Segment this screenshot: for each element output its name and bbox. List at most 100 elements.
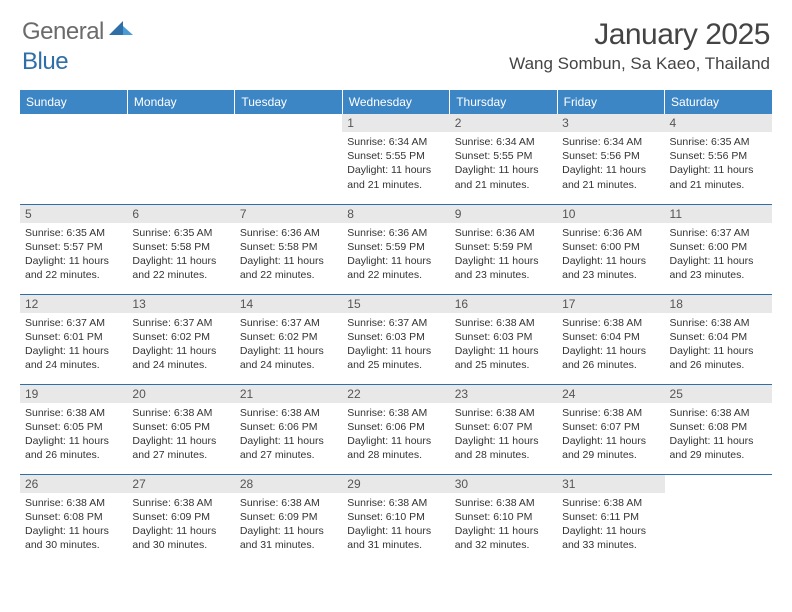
weekday-header: Monday (127, 90, 234, 114)
day-number: 27 (127, 475, 234, 493)
calendar-cell: 2Sunrise: 6:34 AMSunset: 5:55 PMDaylight… (450, 114, 557, 204)
day-number: 23 (450, 385, 557, 403)
daylight-line: Daylight: 11 hours and 33 minutes. (562, 524, 659, 552)
day-details: Sunrise: 6:38 AMSunset: 6:04 PMDaylight:… (665, 313, 772, 377)
day-details: Sunrise: 6:37 AMSunset: 6:01 PMDaylight:… (20, 313, 127, 377)
sunrise-line: Sunrise: 6:38 AM (347, 496, 444, 510)
sunset-line: Sunset: 6:10 PM (455, 510, 552, 524)
daylight-line: Daylight: 11 hours and 27 minutes. (132, 434, 229, 462)
sunrise-line: Sunrise: 6:38 AM (25, 496, 122, 510)
day-number: 21 (235, 385, 342, 403)
sunset-line: Sunset: 6:05 PM (132, 420, 229, 434)
calendar-cell: 12Sunrise: 6:37 AMSunset: 6:01 PMDayligh… (20, 294, 127, 384)
sunset-line: Sunset: 5:57 PM (25, 240, 122, 254)
day-details: Sunrise: 6:38 AMSunset: 6:09 PMDaylight:… (235, 493, 342, 557)
daylight-line: Daylight: 11 hours and 23 minutes. (455, 254, 552, 282)
day-details: Sunrise: 6:38 AMSunset: 6:10 PMDaylight:… (450, 493, 557, 557)
day-number: 6 (127, 205, 234, 223)
daylight-line: Daylight: 11 hours and 28 minutes. (455, 434, 552, 462)
calendar-cell (665, 474, 772, 564)
day-number: 24 (557, 385, 664, 403)
calendar-cell: 3Sunrise: 6:34 AMSunset: 5:56 PMDaylight… (557, 114, 664, 204)
calendar-week-row: 1Sunrise: 6:34 AMSunset: 5:55 PMDaylight… (20, 114, 772, 204)
sunrise-line: Sunrise: 6:38 AM (347, 406, 444, 420)
day-number: 28 (235, 475, 342, 493)
location-subtitle: Wang Sombun, Sa Kaeo, Thailand (509, 54, 770, 74)
day-details: Sunrise: 6:35 AMSunset: 5:58 PMDaylight:… (127, 223, 234, 287)
day-details: Sunrise: 6:36 AMSunset: 5:59 PMDaylight:… (342, 223, 449, 287)
sunrise-line: Sunrise: 6:38 AM (670, 406, 767, 420)
day-details: Sunrise: 6:36 AMSunset: 6:00 PMDaylight:… (557, 223, 664, 287)
sunrise-line: Sunrise: 6:38 AM (455, 316, 552, 330)
day-details: Sunrise: 6:34 AMSunset: 5:56 PMDaylight:… (557, 132, 664, 196)
calendar-week-row: 5Sunrise: 6:35 AMSunset: 5:57 PMDaylight… (20, 204, 772, 294)
calendar-cell: 5Sunrise: 6:35 AMSunset: 5:57 PMDaylight… (20, 204, 127, 294)
day-details: Sunrise: 6:37 AMSunset: 6:02 PMDaylight:… (235, 313, 342, 377)
calendar-cell: 13Sunrise: 6:37 AMSunset: 6:02 PMDayligh… (127, 294, 234, 384)
sunset-line: Sunset: 6:10 PM (347, 510, 444, 524)
sunrise-line: Sunrise: 6:34 AM (455, 135, 552, 149)
sunset-line: Sunset: 6:08 PM (670, 420, 767, 434)
calendar-cell: 27Sunrise: 6:38 AMSunset: 6:09 PMDayligh… (127, 474, 234, 564)
sunrise-line: Sunrise: 6:34 AM (347, 135, 444, 149)
day-details: Sunrise: 6:38 AMSunset: 6:11 PMDaylight:… (557, 493, 664, 557)
daylight-line: Daylight: 11 hours and 21 minutes. (670, 163, 767, 191)
day-number: 5 (20, 205, 127, 223)
day-details: Sunrise: 6:37 AMSunset: 6:02 PMDaylight:… (127, 313, 234, 377)
calendar-cell: 31Sunrise: 6:38 AMSunset: 6:11 PMDayligh… (557, 474, 664, 564)
sunset-line: Sunset: 6:09 PM (240, 510, 337, 524)
sunrise-line: Sunrise: 6:37 AM (347, 316, 444, 330)
sunset-line: Sunset: 5:56 PM (670, 149, 767, 163)
weekday-header: Friday (557, 90, 664, 114)
calendar-cell: 20Sunrise: 6:38 AMSunset: 6:05 PMDayligh… (127, 384, 234, 474)
sunset-line: Sunset: 5:59 PM (455, 240, 552, 254)
daylight-line: Daylight: 11 hours and 27 minutes. (240, 434, 337, 462)
calendar-cell: 14Sunrise: 6:37 AMSunset: 6:02 PMDayligh… (235, 294, 342, 384)
daylight-line: Daylight: 11 hours and 21 minutes. (562, 163, 659, 191)
sunrise-line: Sunrise: 6:36 AM (455, 226, 552, 240)
daylight-line: Daylight: 11 hours and 31 minutes. (240, 524, 337, 552)
weekday-header-row: Sunday Monday Tuesday Wednesday Thursday… (20, 90, 772, 114)
day-number: 1 (342, 114, 449, 132)
sunset-line: Sunset: 6:00 PM (562, 240, 659, 254)
calendar-week-row: 19Sunrise: 6:38 AMSunset: 6:05 PMDayligh… (20, 384, 772, 474)
sunrise-line: Sunrise: 6:38 AM (562, 316, 659, 330)
sunrise-line: Sunrise: 6:38 AM (455, 496, 552, 510)
day-number: 17 (557, 295, 664, 313)
day-number: 31 (557, 475, 664, 493)
calendar-cell: 26Sunrise: 6:38 AMSunset: 6:08 PMDayligh… (20, 474, 127, 564)
sunrise-line: Sunrise: 6:36 AM (347, 226, 444, 240)
day-details: Sunrise: 6:38 AMSunset: 6:05 PMDaylight:… (127, 403, 234, 467)
daylight-line: Daylight: 11 hours and 26 minutes. (670, 344, 767, 372)
sunrise-line: Sunrise: 6:38 AM (455, 406, 552, 420)
sunset-line: Sunset: 6:06 PM (240, 420, 337, 434)
day-details: Sunrise: 6:34 AMSunset: 5:55 PMDaylight:… (342, 132, 449, 196)
day-details: Sunrise: 6:36 AMSunset: 5:58 PMDaylight:… (235, 223, 342, 287)
daylight-line: Daylight: 11 hours and 30 minutes. (25, 524, 122, 552)
day-number: 25 (665, 385, 772, 403)
daylight-line: Daylight: 11 hours and 25 minutes. (347, 344, 444, 372)
sunrise-line: Sunrise: 6:38 AM (562, 406, 659, 420)
daylight-line: Daylight: 11 hours and 22 minutes. (347, 254, 444, 282)
sunrise-line: Sunrise: 6:38 AM (25, 406, 122, 420)
day-details: Sunrise: 6:38 AMSunset: 6:08 PMDaylight:… (20, 493, 127, 557)
daylight-line: Daylight: 11 hours and 24 minutes. (132, 344, 229, 372)
sunrise-line: Sunrise: 6:37 AM (670, 226, 767, 240)
calendar-cell: 28Sunrise: 6:38 AMSunset: 6:09 PMDayligh… (235, 474, 342, 564)
day-details: Sunrise: 6:38 AMSunset: 6:09 PMDaylight:… (127, 493, 234, 557)
sunset-line: Sunset: 5:55 PM (455, 149, 552, 163)
daylight-line: Daylight: 11 hours and 25 minutes. (455, 344, 552, 372)
calendar-cell: 8Sunrise: 6:36 AMSunset: 5:59 PMDaylight… (342, 204, 449, 294)
sunset-line: Sunset: 6:01 PM (25, 330, 122, 344)
calendar-cell: 6Sunrise: 6:35 AMSunset: 5:58 PMDaylight… (127, 204, 234, 294)
daylight-line: Daylight: 11 hours and 23 minutes. (670, 254, 767, 282)
day-details: Sunrise: 6:38 AMSunset: 6:07 PMDaylight:… (557, 403, 664, 467)
sunrise-line: Sunrise: 6:38 AM (240, 496, 337, 510)
day-details: Sunrise: 6:37 AMSunset: 6:00 PMDaylight:… (665, 223, 772, 287)
calendar-cell: 29Sunrise: 6:38 AMSunset: 6:10 PMDayligh… (342, 474, 449, 564)
sunset-line: Sunset: 6:06 PM (347, 420, 444, 434)
sunset-line: Sunset: 5:56 PM (562, 149, 659, 163)
sunrise-line: Sunrise: 6:37 AM (25, 316, 122, 330)
day-details: Sunrise: 6:38 AMSunset: 6:06 PMDaylight:… (235, 403, 342, 467)
sunrise-line: Sunrise: 6:36 AM (240, 226, 337, 240)
